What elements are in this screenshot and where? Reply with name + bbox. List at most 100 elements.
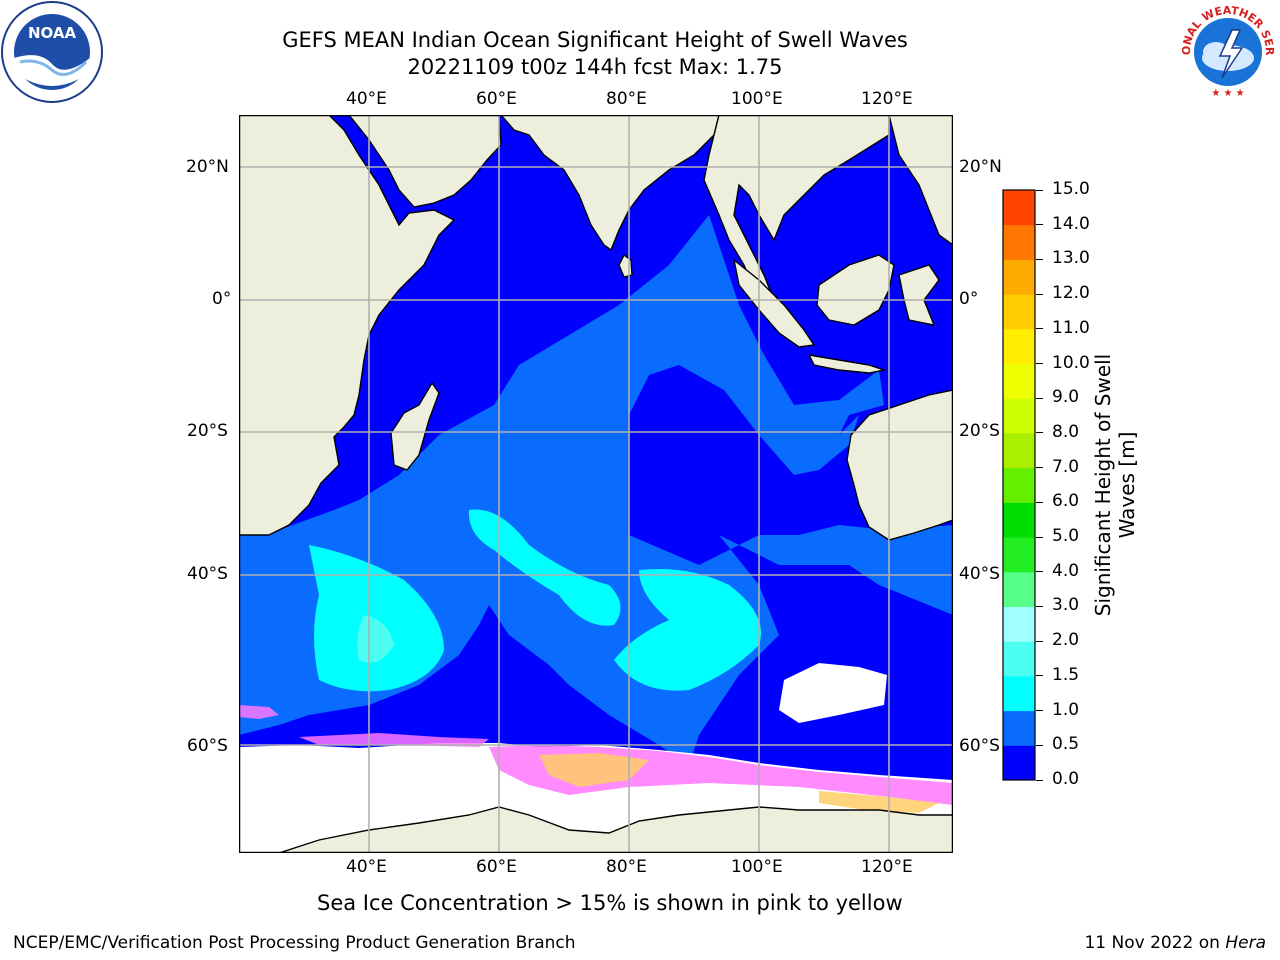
colorbar-tick-mark [1036, 189, 1043, 191]
colorbar-segment [1003, 398, 1035, 434]
colorbar-segment [1003, 745, 1035, 781]
colorbar-segment [1003, 537, 1035, 573]
colorbar-tick-label: 4.0 [1052, 560, 1080, 581]
colorbar-tick-label: 11.0 [1052, 317, 1090, 338]
colorbar-label-line-1: Significant Height of Swell [1091, 353, 1115, 617]
footer-right: 11 Nov 2022 on Hera [1084, 933, 1266, 953]
colorbar-tick-mark [1036, 640, 1043, 642]
colorbar-label-line-2: Waves [m] [1115, 431, 1139, 539]
colorbar-tick-label: 15.0 [1052, 179, 1090, 199]
map-panel [238, 114, 954, 854]
colorbar-tick-mark [1036, 571, 1043, 573]
ocean-band-1.0-1.5 [468, 509, 621, 626]
lat-label-right-60S: 60°S [959, 736, 1000, 756]
colorbar-tick-label: 2.0 [1052, 630, 1080, 651]
colorbar [1002, 189, 1036, 781]
colorbar-tick-label: 7.0 [1052, 456, 1080, 477]
colorbar-tick-mark [1036, 467, 1043, 469]
lon-label-bottom-60E: 60°E [476, 857, 517, 877]
land-philippines [888, 115, 953, 246]
lon-label-bottom-40E: 40°E [346, 857, 387, 877]
map-svg [238, 114, 954, 854]
colorbar-segment [1003, 294, 1035, 330]
land-sulawesi [898, 264, 940, 326]
title-line-1: GEFS MEAN Indian Ocean Significant Heigh… [282, 28, 908, 52]
colorbar-tick-label: 0.5 [1052, 734, 1080, 755]
land-africa [239, 115, 456, 536]
lat-label-right-40S: 40°S [959, 564, 1000, 584]
title-line-2: 20221109 t00z 144h fcst Max: 1.75 [407, 55, 783, 79]
sea-ice-yellow [539, 753, 649, 787]
colorbar-segment [1003, 502, 1035, 538]
colorbar-tick-mark [1036, 432, 1043, 434]
colorbar-tick-mark [1036, 397, 1043, 399]
colorbar-tick-mark [1036, 605, 1043, 607]
lat-label-left-40S: 40°S [187, 564, 228, 584]
footer-date: 11 Nov 2022 on [1084, 933, 1226, 953]
lon-label-top-100E: 100°E [731, 89, 783, 109]
lon-label-top-80E: 80°E [606, 89, 647, 109]
land-arabia [348, 115, 502, 208]
colorbar-tick-label: 5.0 [1052, 526, 1080, 547]
colorbar-segment [1003, 467, 1035, 503]
colorbar-tick-label: 8.0 [1052, 421, 1080, 442]
colorbar-segment [1003, 675, 1035, 712]
colorbar-tick-label: 14.0 [1052, 213, 1090, 234]
sea-ice-note: Sea Ice Concentration > 15% is shown in … [317, 891, 903, 915]
ocean-band-1.0-1.5 [614, 569, 761, 691]
colorbar-segment [1003, 641, 1035, 677]
lon-label-bottom-100E: 100°E [731, 857, 783, 877]
ocean-band-1.5-2.0 [357, 615, 394, 663]
sea-ice-pink-strip [299, 733, 489, 747]
lon-label-top-40E: 40°E [346, 89, 387, 109]
colorbar-segment [1003, 363, 1035, 399]
lon-label-bottom-80E: 80°E [606, 857, 647, 877]
colorbar-tick-label: 13.0 [1052, 248, 1090, 269]
colorbar-tick-mark [1036, 224, 1043, 226]
colorbar-tick-mark [1036, 744, 1043, 746]
lat-label-left-0: 0° [212, 289, 232, 309]
colorbar-tick-label: 6.0 [1052, 491, 1080, 512]
lat-label-right-0: 0° [959, 289, 979, 309]
lat-label-left-20N: 20°N [186, 157, 229, 177]
colorbar-tick-label: 0.0 [1052, 769, 1080, 789]
colorbar-tick-mark [1036, 710, 1043, 712]
land-india [500, 115, 720, 252]
colorbar-segment [1003, 606, 1035, 642]
colorbar-segment [1003, 571, 1035, 607]
footer-left: NCEP/EMC/Verification Post Processing Pr… [13, 933, 576, 953]
svg-text:★ ★ ★: ★ ★ ★ [1211, 88, 1244, 99]
noaa-logo-text: NOAA [28, 24, 77, 42]
colorbar-tick-mark [1036, 328, 1043, 330]
colorbar-segment [1003, 710, 1035, 746]
lat-label-right-20S: 20°S [959, 421, 1000, 441]
sea-ice-pink-left [239, 705, 279, 719]
nws-logo: NATIONAL WEATHER SERVICE ★ ★ ★ [1171, 0, 1280, 104]
colorbar-tick-label: 1.0 [1052, 699, 1080, 720]
land-se-asia [703, 115, 890, 317]
colorbar-tick-label: 12.0 [1052, 283, 1090, 304]
land-australia [846, 389, 953, 541]
lat-label-left-60S: 60°S [187, 736, 228, 756]
lat-label-left-20S: 20°S [187, 421, 228, 441]
colorbar-segment [1003, 224, 1035, 260]
ocean-band-1.0-1.5 [309, 545, 444, 692]
colorbar-tick-mark [1036, 293, 1043, 295]
land-antarctica [278, 806, 953, 853]
colorbar-tick-mark [1036, 779, 1043, 781]
colorbar-tick-mark [1036, 501, 1043, 503]
colorbar-tick-mark [1036, 536, 1043, 538]
land-java [807, 354, 887, 374]
lon-label-top-60E: 60°E [476, 89, 517, 109]
sea-ice-yellow [819, 791, 939, 813]
gridlines [239, 115, 953, 853]
footer-host: Hera [1225, 933, 1266, 953]
colorbar-tick-label: 10.0 [1052, 352, 1090, 373]
colorbar-segment [1003, 328, 1035, 365]
colorbar-tick-label: 3.0 [1052, 595, 1080, 616]
white-patch [779, 663, 887, 723]
lon-label-top-120E: 120°E [861, 89, 913, 109]
colorbar-tick-mark [1036, 675, 1043, 677]
land-madagascar [390, 381, 440, 471]
colorbar-tick-mark [1036, 363, 1043, 365]
